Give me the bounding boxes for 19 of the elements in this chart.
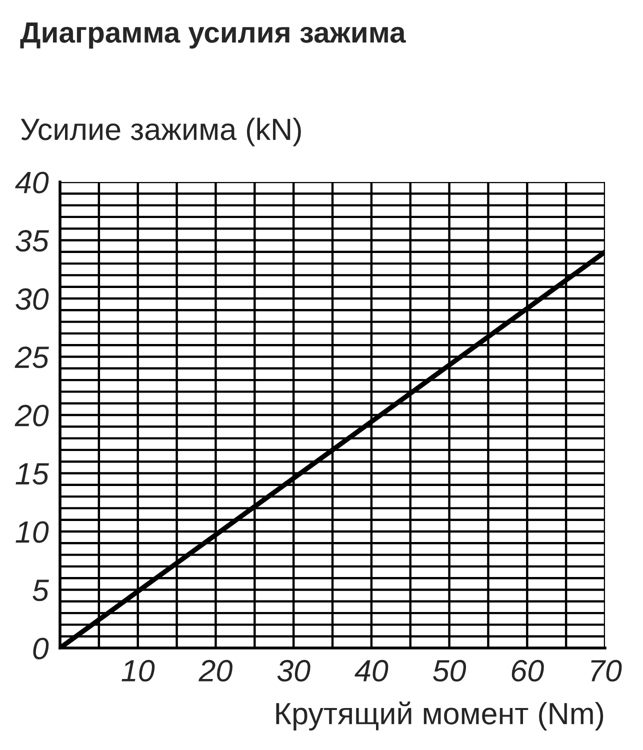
y-tick-label: 0 [33,638,49,660]
y-tick-label: 30 [16,288,49,310]
y-tick-label: 20 [14,404,49,426]
y-tick-label: 35 [16,230,49,252]
chart-title: Диаграмма усилия зажима [20,22,406,49]
x-tick-label: 10 [122,660,155,682]
y-tick-label: 10 [16,521,49,543]
x-axis-title: Крутящий момент (Nm) [276,701,604,731]
x-tick-label: 40 [354,660,388,682]
x-tick-label: 50 [432,660,466,682]
x-tick-label: 20 [198,660,232,682]
x-tick-label: 30 [277,660,310,682]
y-axis-title: Усилие зажима (kN) [20,118,301,146]
x-tick-label: 60 [512,660,544,682]
y-tick-label: 5 [32,580,49,602]
y-tick-label: 40 [15,172,49,194]
y-tick-label: 25 [14,346,49,368]
y-tick-label: 15 [16,463,49,485]
x-tick-label: 70 [591,660,622,682]
